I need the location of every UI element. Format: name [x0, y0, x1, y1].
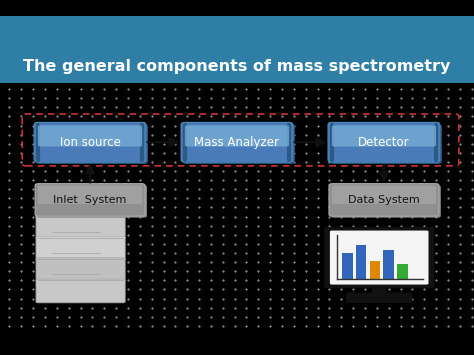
- FancyBboxPatch shape: [330, 230, 428, 285]
- FancyBboxPatch shape: [346, 293, 412, 303]
- FancyBboxPatch shape: [38, 125, 142, 147]
- FancyBboxPatch shape: [35, 184, 145, 216]
- FancyBboxPatch shape: [324, 227, 434, 288]
- FancyBboxPatch shape: [38, 186, 142, 204]
- FancyBboxPatch shape: [36, 124, 148, 164]
- FancyBboxPatch shape: [34, 122, 146, 162]
- FancyBboxPatch shape: [332, 125, 436, 147]
- FancyBboxPatch shape: [36, 258, 125, 282]
- Bar: [370, 261, 380, 279]
- Bar: [397, 264, 408, 279]
- FancyBboxPatch shape: [328, 122, 440, 162]
- FancyBboxPatch shape: [183, 124, 295, 164]
- FancyBboxPatch shape: [36, 279, 125, 303]
- Bar: [356, 245, 366, 279]
- FancyBboxPatch shape: [331, 185, 441, 218]
- Text: Detector: Detector: [358, 136, 410, 149]
- Bar: [383, 250, 394, 279]
- FancyBboxPatch shape: [330, 124, 442, 164]
- FancyBboxPatch shape: [36, 215, 125, 239]
- FancyBboxPatch shape: [36, 237, 125, 260]
- Bar: [342, 253, 353, 279]
- Text: Inlet  System: Inlet System: [54, 195, 127, 205]
- FancyBboxPatch shape: [332, 186, 436, 204]
- Text: The general components of mass spectrometry: The general components of mass spectrome…: [23, 59, 451, 74]
- FancyBboxPatch shape: [36, 197, 125, 218]
- FancyBboxPatch shape: [181, 122, 293, 162]
- Text: Data System: Data System: [348, 195, 420, 205]
- FancyBboxPatch shape: [37, 185, 147, 218]
- Text: Mass Analyzer: Mass Analyzer: [194, 136, 280, 149]
- Bar: [372, 283, 386, 295]
- FancyBboxPatch shape: [185, 125, 289, 147]
- FancyBboxPatch shape: [329, 184, 439, 216]
- Text: Ion source: Ion source: [60, 136, 120, 149]
- Bar: [0, 16, 474, 83]
